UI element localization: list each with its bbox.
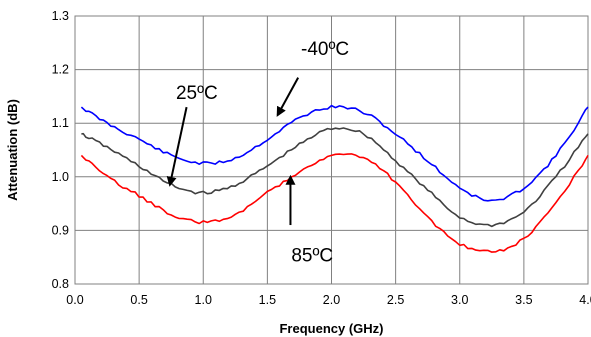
x-tick-label: 4.0 (579, 293, 591, 307)
annotation-minus-40c: -40ºC (301, 39, 349, 60)
x-tick-label: 1.5 (259, 293, 276, 307)
y-tick-label: 0.8 (52, 277, 69, 291)
plot-area-frame (74, 15, 589, 285)
x-tick-labels: 0.0 0.5 1.0 1.5 2.0 2.5 3.0 3.5 4.0 (66, 293, 591, 307)
annotation-arrows (166, 77, 300, 226)
series-line-1 (81, 127, 589, 228)
x-tick-label: 3.5 (515, 293, 532, 307)
annotation-25c: 25ºC (176, 83, 218, 104)
y-tick-label: 1.2 (52, 63, 69, 77)
series-layer (80, 104, 589, 253)
annotation-arrow (166, 106, 188, 187)
x-axis-title: Frequency (GHz) (279, 321, 383, 336)
y-tick-label: 1.3 (52, 9, 69, 23)
y-tick-label: 0.9 (52, 223, 69, 237)
y-axis-title: Attenuation (dB) (5, 99, 20, 201)
annotation-arrow (276, 77, 300, 117)
y-tick-label: 1.0 (52, 170, 69, 184)
x-tick-label: 2.0 (323, 293, 340, 307)
x-tick-label: 0.0 (66, 293, 83, 307)
y-tick-labels: 0.8 0.9 1.0 1.1 1.2 1.3 (52, 9, 69, 291)
x-tick-label: 0.5 (130, 293, 147, 307)
series-line-0 (80, 104, 589, 202)
series-line-2 (80, 153, 589, 253)
annotation-85c: 85ºC (291, 246, 333, 267)
x-tick-label: 3.0 (451, 293, 468, 307)
x-tick-label: 2.5 (387, 293, 404, 307)
x-tick-label: 1.0 (195, 293, 212, 307)
y-tick-label: 1.1 (52, 116, 69, 130)
